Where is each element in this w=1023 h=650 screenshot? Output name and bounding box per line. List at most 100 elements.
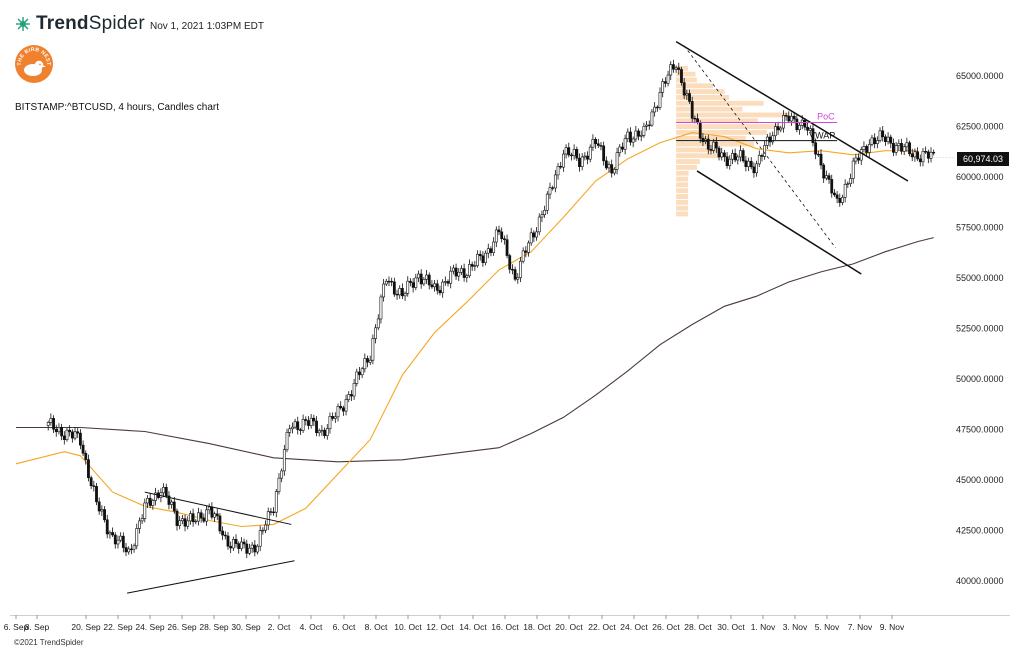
candle: [481, 251, 485, 267]
candle-body: [548, 187, 552, 195]
x-tick-label: 20. Oct: [555, 622, 583, 632]
candle: [798, 122, 801, 135]
candle-body: [135, 528, 139, 547]
candle-body: [629, 131, 632, 143]
candle-body: [269, 511, 273, 513]
candle-body: [454, 267, 458, 277]
candle: [277, 473, 281, 495]
candle-body: [194, 520, 198, 523]
candle-body: [392, 281, 396, 295]
x-tick-label: 24. Oct: [620, 622, 648, 632]
candle: [333, 412, 337, 423]
candle-body: [355, 371, 359, 384]
x-tick-label: 5. Nov: [815, 622, 840, 632]
y-tick-label: 62500.0000: [956, 122, 1004, 132]
candle-body: [336, 406, 340, 418]
candle: [422, 276, 426, 287]
candle: [551, 185, 555, 191]
candle-body: [301, 419, 305, 431]
candle-body: [210, 506, 214, 518]
candle: [146, 495, 149, 508]
candle-body: [553, 174, 557, 189]
candle: [596, 138, 600, 148]
candle: [390, 277, 394, 287]
candle: [894, 141, 898, 156]
candle: [717, 146, 721, 161]
candle-body: [468, 264, 471, 277]
volume-profile-bar: [676, 147, 718, 153]
volume-profile-bar: [676, 71, 696, 77]
candle-body: [650, 111, 654, 126]
candle-body: [647, 124, 651, 127]
candle-body: [567, 147, 571, 156]
candle: [561, 149, 565, 172]
brand[interactable]: TrendSpider: [14, 13, 145, 35]
candle-body: [859, 149, 863, 161]
candle: [873, 133, 877, 149]
candle-body: [889, 136, 893, 144]
candle-body: [926, 151, 930, 159]
candle: [403, 291, 407, 301]
candle-body: [857, 157, 860, 161]
candle-body: [594, 138, 598, 145]
candle: [867, 139, 871, 158]
candle-body: [916, 151, 920, 160]
candle-body: [261, 529, 265, 532]
candle-body: [347, 394, 351, 400]
candle-body: [250, 544, 254, 549]
candle-body: [46, 422, 50, 426]
candle: [511, 264, 514, 275]
candle: [932, 149, 936, 156]
candle-body: [862, 146, 866, 151]
candle-body: [556, 165, 560, 176]
candle: [111, 527, 115, 538]
candle-body: [771, 135, 775, 143]
candle-body: [875, 140, 879, 145]
candle-body: [513, 269, 517, 280]
candle: [833, 189, 836, 197]
candle: [505, 234, 509, 259]
candle-body: [717, 147, 721, 158]
candle-body: [752, 166, 756, 174]
x-tick-label: 20. Sep: [71, 622, 101, 632]
trendlines: [126, 41, 909, 594]
candle: [250, 541, 254, 553]
candle-body: [465, 275, 469, 278]
candle: [492, 237, 496, 256]
candle: [610, 159, 614, 178]
candle: [352, 378, 356, 400]
candle-body: [653, 106, 657, 113]
candle: [572, 144, 576, 160]
candle: [787, 111, 791, 123]
volume-profile-bar: [676, 194, 689, 199]
candle: [272, 507, 276, 516]
candle-body: [696, 118, 699, 123]
candle-body: [119, 535, 123, 541]
candle: [57, 423, 61, 435]
candle-body: [849, 178, 852, 184]
candle: [682, 77, 686, 100]
candle-body: [390, 280, 394, 283]
candle-body: [339, 406, 343, 409]
candle: [824, 170, 828, 181]
candle: [615, 147, 619, 175]
candle: [323, 427, 326, 439]
candle-body: [500, 231, 504, 239]
candle: [218, 513, 222, 534]
candle: [325, 424, 329, 440]
candle: [604, 156, 608, 170]
candle: [451, 264, 455, 275]
price-axis: 40000.0000 42500.0000 45000.0000 47500.0000…: [956, 71, 1004, 586]
candle-body: [537, 216, 541, 233]
candle-body: [323, 429, 326, 436]
candle-body: [843, 184, 847, 198]
candle: [709, 144, 713, 155]
candle: [921, 147, 925, 167]
candle-body: [272, 511, 276, 514]
candle-body: [591, 138, 595, 148]
candle: [859, 146, 863, 166]
candle-body: [384, 280, 388, 285]
candle-body: [921, 151, 925, 163]
candle: [486, 243, 490, 259]
